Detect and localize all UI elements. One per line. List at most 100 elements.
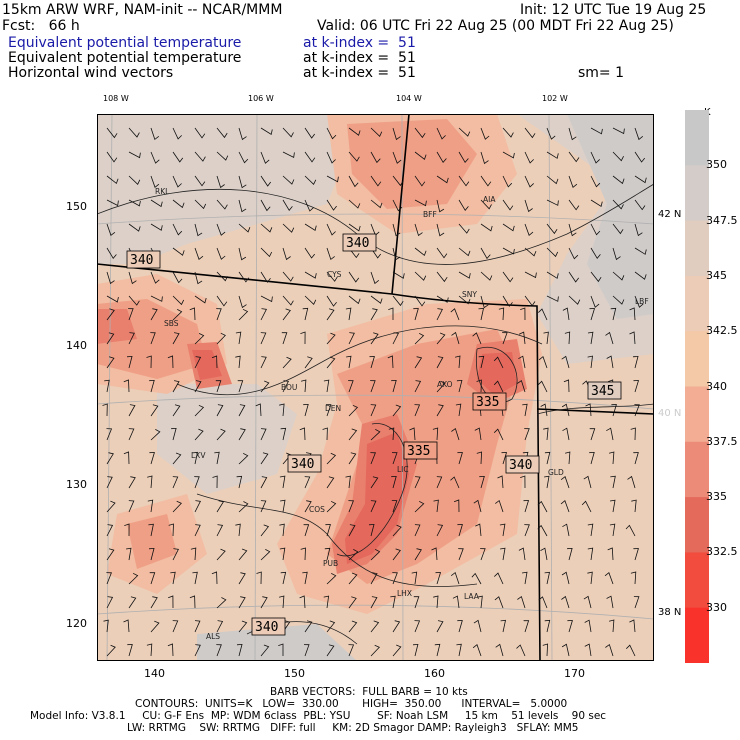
station-bff: BFF: [423, 210, 437, 219]
wind-barb: [150, 151, 160, 164]
wind-barb: [414, 175, 426, 187]
wind-barb: [326, 356, 336, 369]
wind-barb: [150, 620, 160, 633]
wind-barb: [256, 571, 262, 585]
wind-barb: [612, 175, 625, 185]
wind-barb: [450, 476, 460, 489]
wind-barb: [279, 523, 285, 537]
wind-barb: [590, 271, 602, 283]
wind-barb: [476, 379, 482, 393]
wind-barb: [194, 223, 203, 237]
wind-barb: [480, 127, 490, 140]
wind-barb: [370, 199, 383, 209]
wind-barb: [128, 596, 137, 609]
wind-barb: [128, 151, 141, 159]
colorbar-cell: [685, 220, 709, 277]
wind-barb: [568, 223, 577, 237]
wind-barb: [502, 295, 513, 307]
wind-barb: [604, 572, 614, 585]
wind-barb: [480, 199, 492, 210]
wind-barb: [436, 332, 446, 345]
wind-barb: [260, 476, 268, 489]
wind-barb: [589, 451, 595, 465]
colorbar-cell: [685, 386, 709, 443]
wind-barb: [346, 355, 352, 369]
wind-barb: [455, 403, 462, 417]
wind-barb: [282, 199, 293, 211]
wind-barb: [612, 223, 624, 235]
wind-barb: [435, 572, 442, 585]
wind-barb: [172, 247, 185, 256]
wind-barb: [391, 379, 397, 393]
wind-barb: [370, 429, 381, 441]
wind-barb: [634, 271, 647, 280]
wind-barb: [480, 548, 486, 561]
wind-barb: [303, 403, 309, 417]
wind-barb: [634, 223, 643, 237]
wind-barb: [502, 127, 514, 138]
wind-barb: [370, 271, 380, 285]
wind-barb: [584, 619, 592, 633]
wind-barb: [392, 548, 401, 561]
wind-barb: [128, 428, 135, 441]
wind-barb: [546, 127, 556, 140]
wind-barb: [612, 151, 624, 162]
wind-barb: [304, 223, 317, 232]
wind-barb: [104, 379, 110, 393]
wind-barb: [303, 644, 310, 657]
wind-barb: [414, 199, 427, 207]
wind-barb: [326, 271, 338, 282]
wind-barb: [611, 404, 617, 417]
wind-barb: [630, 571, 637, 585]
wind-barb: [458, 127, 471, 137]
wind-barb: [562, 523, 570, 537]
wind-barb: [260, 500, 267, 513]
wind-barb: [390, 595, 396, 609]
wind-barb: [128, 404, 136, 417]
wind-barb: [585, 403, 592, 417]
wind-barb: [546, 175, 559, 185]
wind-barb: [524, 524, 530, 537]
wind-barb: [150, 175, 160, 188]
wind-barb: [436, 223, 445, 237]
wind-barb: [610, 475, 616, 489]
smoothing-label: sm= 1: [578, 65, 625, 81]
wind-barb: [238, 223, 251, 233]
wind-barb: [626, 644, 636, 657]
contour-label-8: 345: [587, 381, 622, 400]
wind-barb: [189, 307, 196, 321]
wind-barb: [478, 355, 485, 369]
wind-barb: [211, 355, 218, 369]
wind-barb: [457, 620, 463, 633]
wind-barb: [518, 355, 526, 369]
wind-barb: [348, 151, 360, 162]
wind-barb: [348, 380, 354, 393]
wind-barb: [216, 404, 224, 417]
wind-barb: [147, 475, 153, 489]
wind-barb: [456, 379, 463, 393]
wind-barb: [106, 356, 115, 369]
wind-barb: [472, 644, 482, 657]
wind-barb: [128, 572, 139, 585]
wind-barb: [128, 271, 137, 285]
wind-barb: [216, 548, 226, 561]
wind-barb: [560, 500, 570, 513]
wind-barb: [238, 404, 246, 417]
wind-barb: [414, 501, 425, 513]
field-3-name: Horizontal wind vectors: [8, 65, 174, 81]
wind-barb: [494, 596, 504, 609]
wind-barb: [436, 271, 448, 283]
wind-barb: [168, 595, 174, 609]
x-tick-170: 170: [564, 667, 585, 680]
wind-barb: [260, 127, 273, 136]
wind-barb: [326, 500, 337, 513]
colorbar-cell: [685, 441, 709, 498]
wind-barb: [304, 151, 316, 163]
colorbar-tick-label: 337.5: [706, 434, 738, 448]
wind-barb: [322, 427, 328, 441]
wind-barb: [473, 619, 482, 633]
colorbar-tick-label: 342.5: [706, 324, 738, 338]
wind-barb: [106, 572, 112, 585]
wind-barb: [194, 295, 207, 304]
wind-barb: [194, 500, 202, 513]
